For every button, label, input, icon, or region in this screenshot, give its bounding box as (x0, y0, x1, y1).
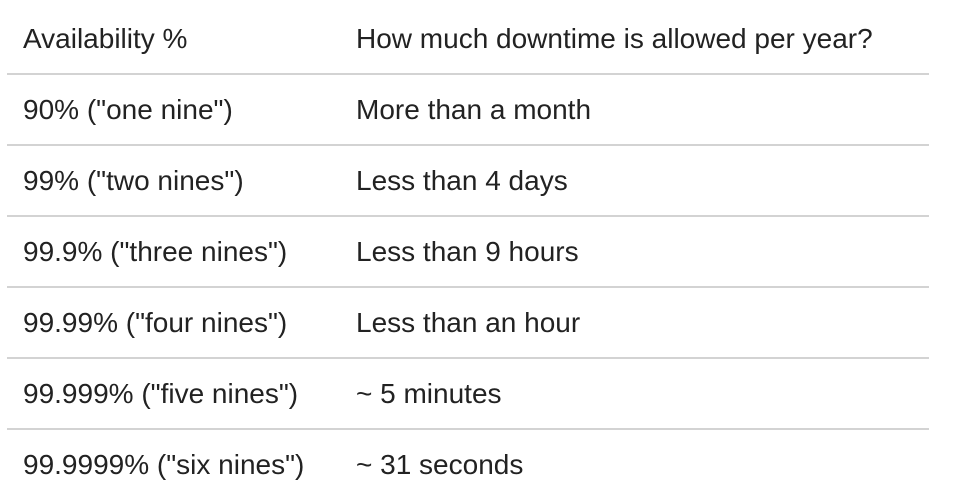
downtime-cell: Less than 4 days (356, 164, 568, 196)
availability-cell: 90% ("one nine") (23, 93, 233, 125)
downtime-cell: ~ 5 minutes (356, 377, 502, 409)
availability-cell: 99% ("two nines") (23, 164, 244, 196)
table-header-row: Availability % How much downtime is allo… (7, 4, 929, 74)
table-row: 99.9999% ("six nines") ~ 31 seconds (7, 429, 929, 499)
table-row: 99.999% ("five nines") ~ 5 minutes (7, 358, 929, 429)
availability-cell: 99.9% ("three nines") (23, 235, 288, 267)
table-row: 99% ("two nines") Less than 4 days (7, 145, 929, 216)
availability-cell: 99.999% ("five nines") (23, 377, 299, 409)
availability-table: Availability % How much downtime is allo… (7, 4, 929, 499)
table-row: 99.99% ("four nines") Less than an hour (7, 287, 929, 358)
header-availability: Availability % (23, 22, 188, 54)
table-row: 99.9% ("three nines") Less than 9 hours (7, 216, 929, 287)
header-downtime: How much downtime is allowed per year? (356, 22, 873, 54)
downtime-cell: More than a month (356, 93, 592, 125)
downtime-cell: Less than an hour (356, 306, 581, 338)
downtime-cell: ~ 31 seconds (356, 448, 524, 480)
downtime-cell: Less than 9 hours (356, 235, 579, 267)
availability-cell: 99.9999% ("six nines") (23, 448, 305, 480)
availability-cell: 99.99% ("four nines") (23, 306, 288, 338)
table-row: 90% ("one nine") More than a month (7, 74, 929, 145)
